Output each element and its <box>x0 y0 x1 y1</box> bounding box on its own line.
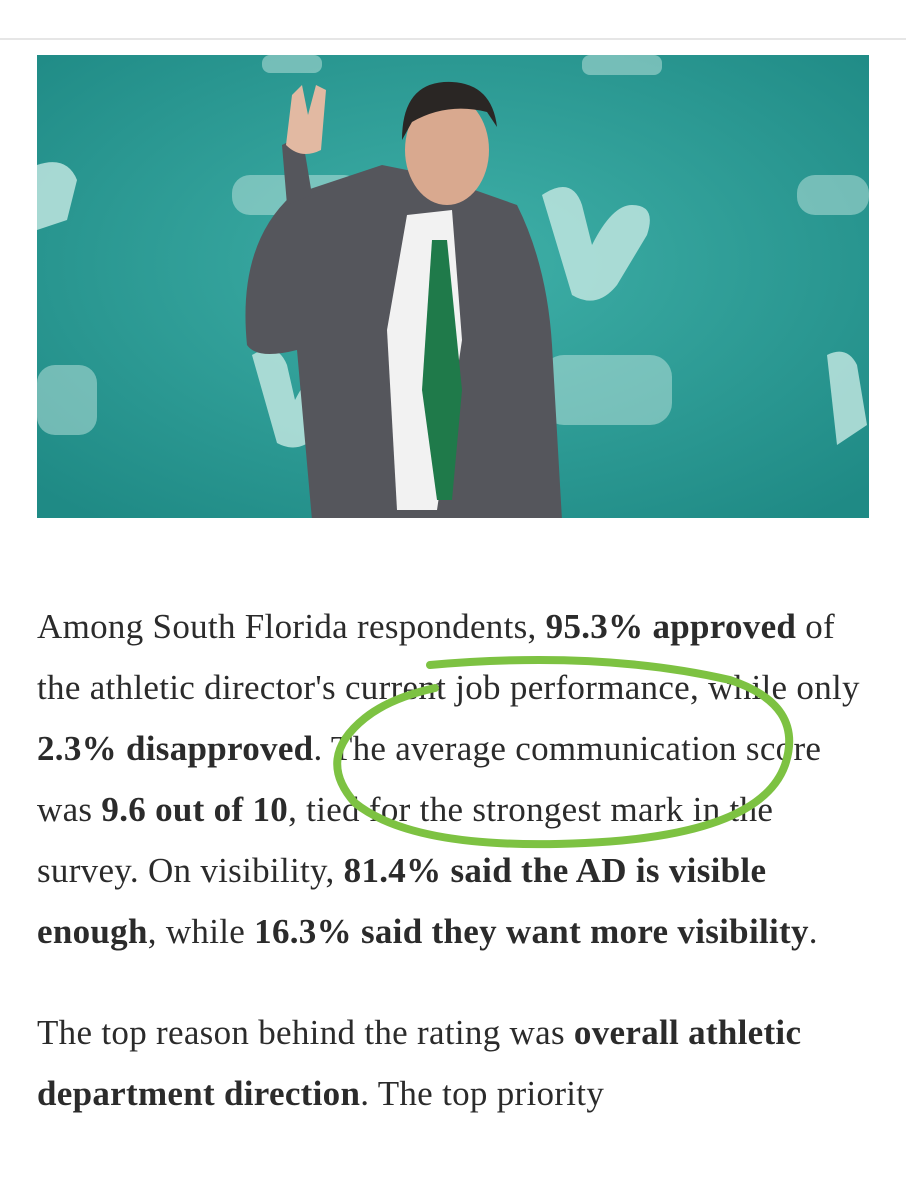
text: , while <box>147 912 255 951</box>
text: . The top priority <box>360 1074 605 1113</box>
bold-text: 95.3% approved <box>545 607 797 646</box>
bold-text: 16.3% said they want more visibility <box>254 912 809 951</box>
bold-text: 9.6 out of 10 <box>101 790 289 829</box>
paragraph: Among South Florida respondents, 95.3% a… <box>37 596 867 962</box>
text: . <box>808 912 818 951</box>
bold-text: 2.3% disapproved <box>37 729 314 768</box>
paragraph: The top reason behind the rating was ove… <box>37 1002 867 1124</box>
article-photo <box>37 55 869 518</box>
top-bar <box>0 0 906 40</box>
text: Among South Florida respondents, <box>37 607 546 646</box>
text: The top reason behind the rating was <box>37 1013 574 1052</box>
article-body: Among South Florida respondents, 95.3% a… <box>37 596 867 1164</box>
bold-text: overall athletic department direction <box>37 1013 802 1113</box>
bold-text: 81.4% said the AD is visible enough <box>37 851 767 951</box>
